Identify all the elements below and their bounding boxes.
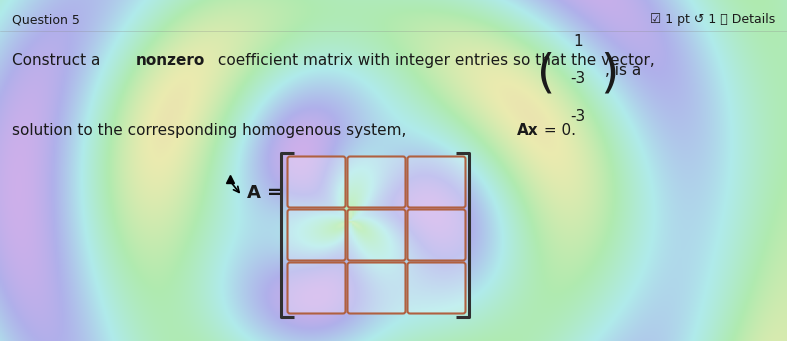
Text: solution to the corresponding homogenous system,: solution to the corresponding homogenous… — [12, 123, 412, 138]
Text: Question 5: Question 5 — [12, 13, 79, 26]
Text: Ax: Ax — [516, 123, 538, 138]
Text: 1: 1 — [573, 33, 583, 48]
Text: -3: -3 — [571, 71, 586, 86]
Text: -3: -3 — [571, 108, 586, 123]
Text: coefficient matrix with integer entries so that the vector,: coefficient matrix with integer entries … — [213, 53, 655, 68]
Text: Construct a: Construct a — [12, 53, 105, 68]
FancyBboxPatch shape — [348, 157, 405, 208]
Text: A =: A = — [247, 184, 282, 202]
FancyBboxPatch shape — [287, 209, 345, 261]
FancyBboxPatch shape — [348, 209, 405, 261]
Text: (: ( — [537, 51, 555, 96]
Text: ): ) — [600, 51, 619, 96]
FancyBboxPatch shape — [348, 263, 405, 313]
FancyBboxPatch shape — [408, 157, 465, 208]
FancyBboxPatch shape — [287, 157, 345, 208]
Text: ☑ 1 pt ↺ 1 ⓘ Details: ☑ 1 pt ↺ 1 ⓘ Details — [650, 13, 775, 26]
Text: nonzero: nonzero — [135, 53, 205, 68]
Text: = 0.: = 0. — [539, 123, 576, 138]
Text: , is a: , is a — [605, 63, 641, 78]
FancyBboxPatch shape — [408, 209, 465, 261]
FancyBboxPatch shape — [287, 263, 345, 313]
FancyBboxPatch shape — [408, 263, 465, 313]
